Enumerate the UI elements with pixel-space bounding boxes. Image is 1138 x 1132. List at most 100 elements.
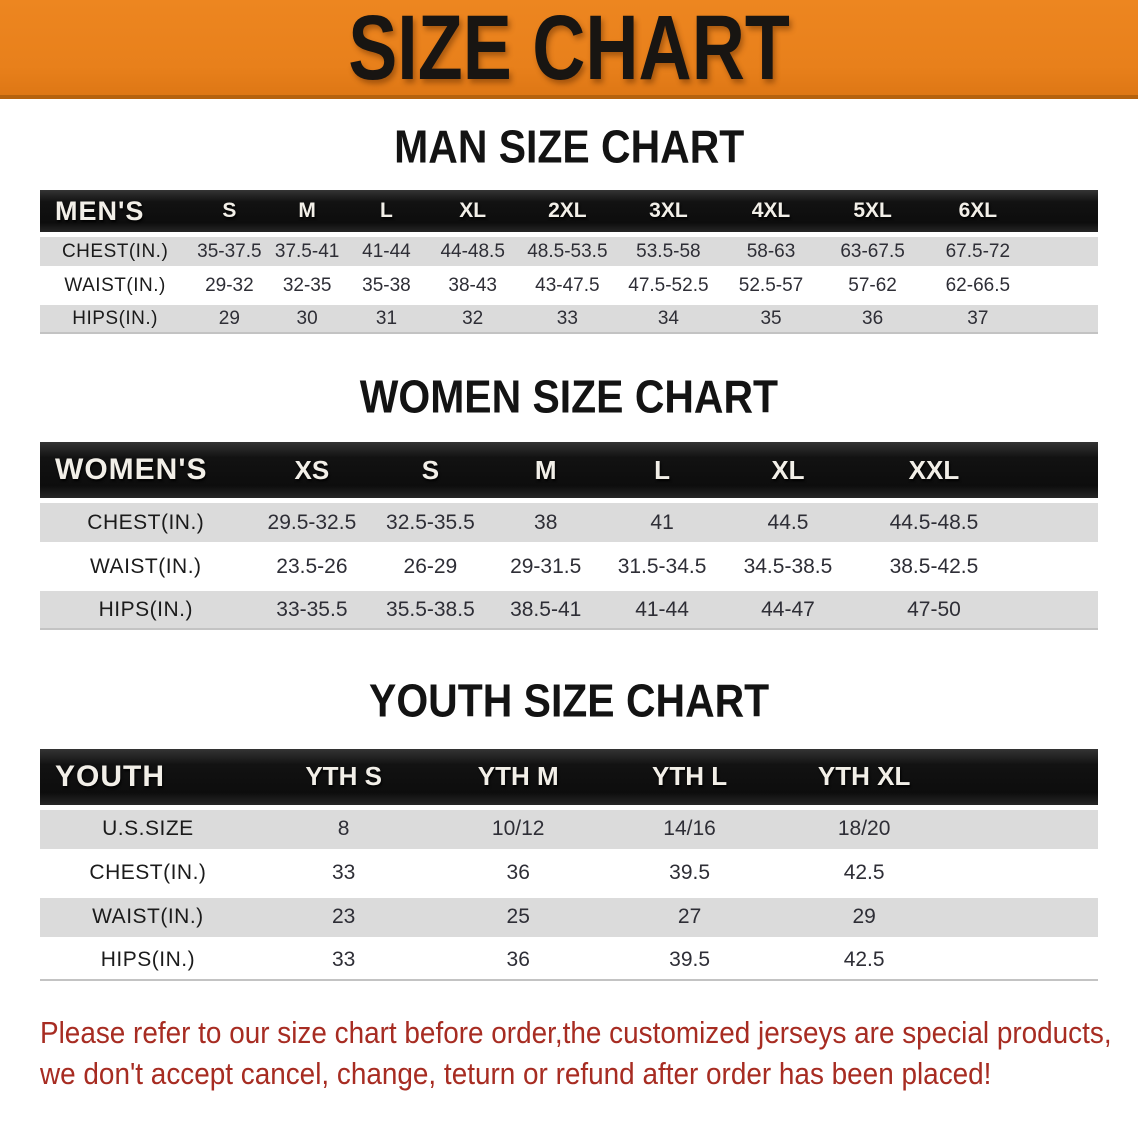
size-value-cell: 32.5-35.5 bbox=[372, 503, 489, 543]
size-value-cell: 67.5-72 bbox=[923, 237, 1033, 267]
banner-title: SIZE CHART bbox=[348, 0, 790, 99]
size-value-cell: 33 bbox=[255, 853, 432, 893]
size-value-cell: 44-48.5 bbox=[427, 237, 519, 267]
youth-col-l: YTH L bbox=[604, 748, 775, 805]
size-value-cell: 48.5-53.5 bbox=[518, 237, 617, 267]
size-value-cell: 37.5-41 bbox=[268, 237, 346, 267]
size-value-cell: 44-47 bbox=[721, 591, 855, 631]
size-value-cell: 41-44 bbox=[345, 237, 428, 267]
spacer-cell bbox=[954, 853, 1098, 893]
size-value-cell: 38.5-41 bbox=[488, 591, 603, 631]
youth-row-waist: WAIST(IN.) 23 25 27 29 bbox=[40, 897, 1098, 937]
men-col-m: M bbox=[268, 190, 346, 233]
youth-row-ussize: U.S.SIZE 8 10/12 14/16 18/20 bbox=[40, 809, 1098, 849]
women-size-table: WOMEN'S XS S M L XL XXL CHEST(IN.) 29.5-… bbox=[40, 437, 1098, 635]
size-value-cell: 34.5-38.5 bbox=[721, 547, 855, 587]
spacer-cell bbox=[1032, 271, 1098, 301]
spacer-cell bbox=[1032, 190, 1098, 233]
size-value-cell: 29-32 bbox=[190, 271, 269, 301]
footer-note: Please refer to our size chart before or… bbox=[40, 1012, 1138, 1094]
row-label: WAIST(IN.) bbox=[40, 547, 252, 587]
women-row-hips: HIPS(IN.) 33-35.5 35.5-38.5 38.5-41 41-4… bbox=[40, 591, 1098, 631]
size-value-cell: 35-38 bbox=[345, 271, 428, 301]
men-row-chest: CHEST(IN.) 35-37.5 37.5-41 41-44 44-48.5… bbox=[40, 237, 1098, 267]
size-value-cell: 43-47.5 bbox=[518, 271, 617, 301]
row-label: HIPS(IN.) bbox=[40, 305, 191, 335]
banner: SIZE CHART bbox=[0, 0, 1138, 99]
size-value-cell: 30 bbox=[268, 305, 346, 335]
size-value-cell: 31.5-34.5 bbox=[602, 547, 722, 587]
spacer-cell bbox=[954, 748, 1098, 805]
men-row-hips: HIPS(IN.) 29 30 31 32 33 34 35 36 37 bbox=[40, 305, 1098, 335]
spacer-cell bbox=[1013, 547, 1098, 587]
row-label: CHEST(IN.) bbox=[40, 237, 191, 267]
spacer-cell bbox=[1032, 305, 1098, 335]
spacer-cell bbox=[1013, 503, 1098, 543]
men-col-5xl: 5XL bbox=[821, 190, 924, 233]
men-col-xl: XL bbox=[427, 190, 519, 233]
row-label: WAIST(IN.) bbox=[40, 271, 191, 301]
men-table-header-row: MEN'S S M L XL 2XL 3XL 4XL 5XL 6XL bbox=[40, 190, 1098, 233]
size-value-cell: 57-62 bbox=[821, 271, 924, 301]
note-line-1: Please refer to our size chart before or… bbox=[40, 1014, 1112, 1050]
size-value-cell: 39.5 bbox=[604, 853, 775, 893]
men-table-header-label: MEN'S bbox=[40, 190, 191, 233]
youth-row-chest: CHEST(IN.) 33 36 39.5 42.5 bbox=[40, 853, 1098, 893]
men-col-s: S bbox=[190, 190, 269, 233]
size-value-cell: 25 bbox=[431, 897, 605, 937]
youth-col-s: YTH S bbox=[255, 748, 432, 805]
women-col-s: S bbox=[372, 442, 489, 499]
size-value-cell: 33 bbox=[255, 941, 432, 981]
row-label: CHEST(IN.) bbox=[40, 853, 256, 893]
spacer-cell bbox=[954, 897, 1098, 937]
row-label: HIPS(IN.) bbox=[40, 591, 252, 631]
women-col-xl: XL bbox=[721, 442, 855, 499]
size-value-cell: 41 bbox=[602, 503, 722, 543]
women-col-m: M bbox=[488, 442, 603, 499]
women-row-waist: WAIST(IN.) 23.5-26 26-29 29-31.5 31.5-34… bbox=[40, 547, 1098, 587]
youth-table-header-row: YOUTH YTH S YTH M YTH L YTH XL bbox=[40, 748, 1098, 805]
size-value-cell: 53.5-58 bbox=[616, 237, 721, 267]
row-label: WAIST(IN.) bbox=[40, 897, 256, 937]
size-value-cell: 35-37.5 bbox=[190, 237, 269, 267]
size-value-cell: 39.5 bbox=[604, 941, 775, 981]
women-col-xs: XS bbox=[251, 442, 373, 499]
men-col-3xl: 3XL bbox=[616, 190, 721, 233]
men-col-l: L bbox=[345, 190, 428, 233]
size-value-cell: 41-44 bbox=[602, 591, 722, 631]
women-table-header-label: WOMEN'S bbox=[40, 442, 252, 499]
size-value-cell: 36 bbox=[431, 853, 605, 893]
row-label: U.S.SIZE bbox=[40, 809, 256, 849]
size-value-cell: 47.5-52.5 bbox=[616, 271, 721, 301]
spacer-cell bbox=[1013, 591, 1098, 631]
men-col-4xl: 4XL bbox=[720, 190, 822, 233]
women-col-xxl: XXL bbox=[854, 442, 1014, 499]
men-section: MAN SIZE CHART MEN'S S M L XL 2XL bbox=[0, 123, 1138, 339]
youth-size-table: YOUTH YTH S YTH M YTH L YTH XL U.S.SIZE … bbox=[40, 744, 1098, 986]
size-value-cell: 44.5-48.5 bbox=[854, 503, 1014, 543]
size-value-cell: 10/12 bbox=[431, 809, 605, 849]
size-value-cell: 29 bbox=[190, 305, 269, 335]
size-value-cell: 32 bbox=[427, 305, 519, 335]
youth-col-m: YTH M bbox=[431, 748, 605, 805]
size-value-cell: 8 bbox=[255, 809, 432, 849]
men-row-waist: WAIST(IN.) 29-32 32-35 35-38 38-43 43-47… bbox=[40, 271, 1098, 301]
size-value-cell: 29.5-32.5 bbox=[251, 503, 373, 543]
size-value-cell: 33-35.5 bbox=[251, 591, 373, 631]
women-row-chest: CHEST(IN.) 29.5-32.5 32.5-35.5 38 41 44.… bbox=[40, 503, 1098, 543]
size-value-cell: 58-63 bbox=[720, 237, 822, 267]
youth-section: YOUTH SIZE CHART YOUTH YTH S YTH M YTH L… bbox=[0, 677, 1138, 986]
size-value-cell: 42.5 bbox=[774, 941, 955, 981]
size-value-cell: 36 bbox=[431, 941, 605, 981]
youth-col-xl: YTH XL bbox=[774, 748, 955, 805]
size-value-cell: 27 bbox=[604, 897, 775, 937]
spacer-cell bbox=[1013, 442, 1098, 499]
size-value-cell: 52.5-57 bbox=[720, 271, 822, 301]
row-label: HIPS(IN.) bbox=[40, 941, 256, 981]
spacer-cell bbox=[954, 941, 1098, 981]
size-value-cell: 37 bbox=[923, 305, 1033, 335]
size-value-cell: 38 bbox=[488, 503, 603, 543]
size-value-cell: 42.5 bbox=[774, 853, 955, 893]
women-section: WOMEN SIZE CHART WOMEN'S XS S M L XL X bbox=[0, 373, 1138, 635]
size-value-cell: 38.5-42.5 bbox=[854, 547, 1014, 587]
